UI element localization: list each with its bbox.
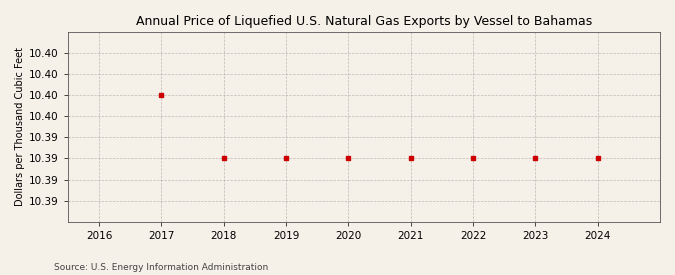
Y-axis label: Dollars per Thousand Cubic Feet: Dollars per Thousand Cubic Feet [15,47,25,206]
Title: Annual Price of Liquefied U.S. Natural Gas Exports by Vessel to Bahamas: Annual Price of Liquefied U.S. Natural G… [136,15,592,28]
Text: Source: U.S. Energy Information Administration: Source: U.S. Energy Information Administ… [54,263,268,272]
